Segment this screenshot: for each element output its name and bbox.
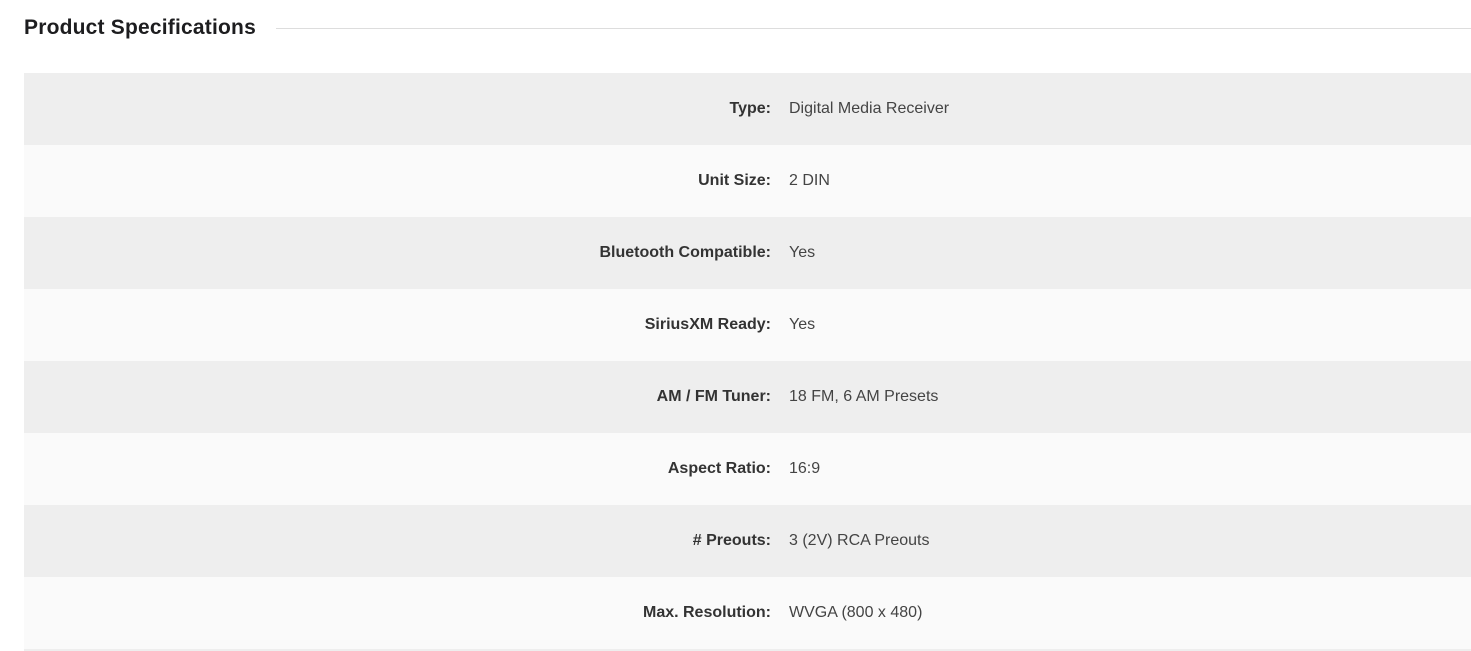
spec-row: Type: Digital Media Receiver (24, 73, 1471, 145)
spec-value: 16:9 (789, 460, 821, 477)
spec-table: Type: Digital Media Receiver Unit Size: 2 … (24, 73, 1471, 651)
spec-value: 3 (2V) RCA Preouts (789, 532, 930, 549)
spec-value: Digital Media Receiver (789, 100, 950, 117)
spec-value: Yes (789, 244, 816, 261)
section-header: Product Specifications (24, 14, 1471, 42)
spec-value: 2 DIN (789, 172, 830, 189)
spec-label: # Preouts: (692, 532, 771, 549)
spec-row: # Preouts: 3 (2V) RCA Preouts (24, 505, 1471, 577)
spec-value: Yes (789, 316, 816, 333)
spec-label: Type: (729, 100, 771, 117)
spec-row: Aspect Ratio: 16:9 (24, 433, 1471, 505)
divider (275, 27, 1471, 29)
section-title: Product Specifications (24, 16, 256, 39)
spec-row: Max. Resolution: WVGA (800 x 480) (24, 577, 1471, 651)
spec-row: SiriusXM Ready: Yes (24, 289, 1471, 361)
spec-label: Aspect Ratio: (667, 460, 771, 477)
spec-row: Unit Size: 2 DIN (24, 145, 1471, 217)
spec-value: 18 FM, 6 AM Presets (789, 388, 939, 405)
spec-label: Bluetooth Compatible: (599, 244, 771, 261)
spec-row: Bluetooth Compatible: Yes (24, 217, 1471, 289)
spec-label: AM / FM Tuner: (656, 388, 771, 405)
spec-row: AM / FM Tuner: 18 FM, 6 AM Presets (24, 361, 1471, 433)
spec-label: Unit Size: (698, 172, 771, 189)
spec-label: Max. Resolution: (642, 604, 771, 621)
spec-label: SiriusXM Ready: (644, 316, 771, 333)
spec-value: WVGA (800 x 480) (789, 604, 923, 621)
